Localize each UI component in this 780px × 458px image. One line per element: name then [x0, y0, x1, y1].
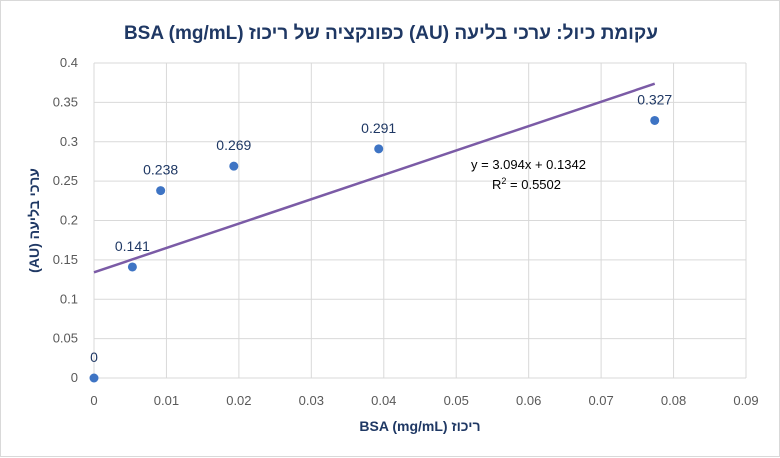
data-point — [127, 262, 137, 272]
x-tick-label: 0.02 — [226, 393, 251, 408]
x-axis-title: ריכוז BSA (mg/mL) — [359, 418, 480, 434]
y-tick-label: 0.4 — [60, 55, 78, 70]
y-tick-label: 0.1 — [60, 291, 78, 306]
y-tick-label: 0.2 — [60, 213, 78, 228]
data-point — [156, 186, 166, 196]
trendline — [93, 82, 656, 274]
y-tick-label: 0 — [71, 370, 78, 385]
data-point — [229, 161, 239, 171]
data-label: 0.238 — [143, 162, 178, 178]
r2-exponent: 2 — [501, 176, 506, 186]
x-tick-label: 0.09 — [733, 393, 758, 408]
r2-prefix: R — [492, 177, 501, 192]
x-tick-label: 0.06 — [516, 393, 541, 408]
y-tick-label: 0.05 — [53, 331, 78, 346]
r-squared-label: R2 = 0.5502 — [492, 176, 561, 192]
data-label: 0.269 — [216, 137, 251, 153]
y-tick-label: 0.3 — [60, 134, 78, 149]
data-label: 0.141 — [115, 238, 150, 254]
x-tick-label: 0.03 — [299, 393, 324, 408]
data-label: 0.291 — [361, 120, 396, 136]
data-point — [374, 144, 384, 154]
x-tick-label: 0.08 — [661, 393, 686, 408]
y-axis-title: ערכי בליעה (AU) — [26, 168, 42, 273]
x-tick-label: 0.04 — [371, 393, 396, 408]
y-tick-label: 0.25 — [53, 173, 78, 188]
x-tick-label: 0.01 — [154, 393, 179, 408]
chart-title: עקומת כיול: ערכי בליעה (AU) כפונקציה של … — [123, 23, 659, 44]
r2-value: = 0.5502 — [506, 177, 561, 192]
x-tick-label: 0 — [90, 393, 97, 408]
trendline-equation: y = 3.094x + 0.1342 — [471, 157, 586, 172]
y-tick-label: 0.35 — [53, 94, 78, 109]
data-point — [89, 373, 99, 383]
data-point — [650, 115, 660, 125]
x-tick-label: 0.05 — [444, 393, 469, 408]
data-label: 0.327 — [637, 91, 672, 107]
data-label: 0 — [90, 349, 98, 365]
x-tick-label: 0.07 — [588, 393, 613, 408]
y-tick-label: 0.15 — [53, 252, 78, 267]
